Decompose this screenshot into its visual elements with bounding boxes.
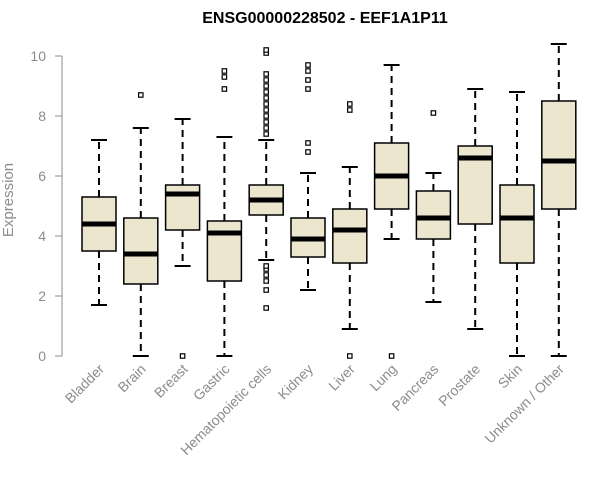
box-group	[332, 101, 368, 359]
outlier-point	[305, 77, 311, 83]
box-group	[248, 47, 284, 311]
outlier-point	[263, 107, 270, 113]
outlier-point	[263, 305, 270, 311]
outlier-point	[263, 89, 270, 95]
outlier-point	[430, 110, 437, 116]
box-group	[123, 92, 159, 357]
box-group	[373, 64, 410, 359]
y-tick-label: 6	[38, 168, 46, 184]
outlier-point	[221, 74, 228, 80]
outlier-point	[263, 77, 270, 83]
outlier-point	[305, 149, 311, 155]
outlier-point	[263, 71, 270, 77]
x-tick-label: Breast	[151, 361, 191, 401]
box-group	[499, 91, 535, 357]
y-axis: 0 2 4 6 8 10	[30, 48, 63, 364]
iqr-box	[541, 100, 577, 210]
outlier-point	[263, 101, 270, 107]
box-group	[415, 110, 452, 303]
outlier-point	[305, 68, 311, 74]
iqr-box	[499, 184, 535, 264]
box-group	[81, 139, 117, 306]
outlier-point	[263, 119, 270, 125]
outlier-point	[263, 287, 270, 293]
y-tick-label: 10	[30, 48, 46, 64]
iqr-box	[332, 208, 368, 264]
outlier-point	[263, 95, 270, 101]
x-tick-label: Unknown / Other	[481, 361, 567, 447]
box-group	[290, 62, 326, 291]
x-tick-label: Prostate	[435, 361, 483, 409]
box-group	[164, 118, 201, 359]
y-tick-label: 4	[38, 228, 46, 244]
outlier-point	[221, 86, 228, 92]
outlier-point	[263, 83, 270, 89]
outlier-point	[179, 353, 186, 359]
outlier-point	[347, 353, 353, 359]
outlier-point	[263, 278, 270, 284]
iqr-box	[206, 220, 243, 282]
y-tick-label: 2	[38, 288, 46, 304]
box-group	[457, 88, 493, 330]
x-tick-label: Bladder	[62, 361, 108, 407]
outlier-point	[305, 62, 311, 68]
box-group	[206, 68, 243, 357]
outlier-point	[347, 101, 353, 107]
outlier-point	[138, 92, 144, 98]
outlier-point	[305, 86, 311, 92]
x-tick-label: Brain	[114, 361, 148, 395]
outlier-point	[305, 140, 311, 146]
outlier-point	[263, 272, 270, 278]
x-tick-label: Lung	[366, 361, 399, 394]
outlier-point	[263, 125, 270, 131]
x-tick-label: Skin	[495, 361, 526, 392]
y-tick-label: 0	[38, 348, 46, 364]
outlier-point	[347, 107, 353, 113]
iqr-box	[415, 190, 452, 240]
x-tick-label: Kidney	[275, 361, 317, 403]
outlier-point	[263, 263, 270, 269]
outlier-point	[263, 47, 270, 53]
outlier-point	[263, 113, 270, 119]
iqr-box	[123, 217, 159, 285]
chart-title: ENSG00000228502 - EEF1A1P11	[202, 10, 448, 27]
outlier-point	[221, 68, 228, 74]
y-tick-label: 8	[38, 108, 46, 124]
x-tick-label: Liver	[325, 361, 358, 394]
outlier-point	[263, 131, 270, 137]
y-axis-label: Expression	[0, 163, 17, 237]
boxes-layer	[81, 43, 577, 359]
box-group	[541, 43, 577, 357]
outlier-point	[388, 353, 395, 359]
